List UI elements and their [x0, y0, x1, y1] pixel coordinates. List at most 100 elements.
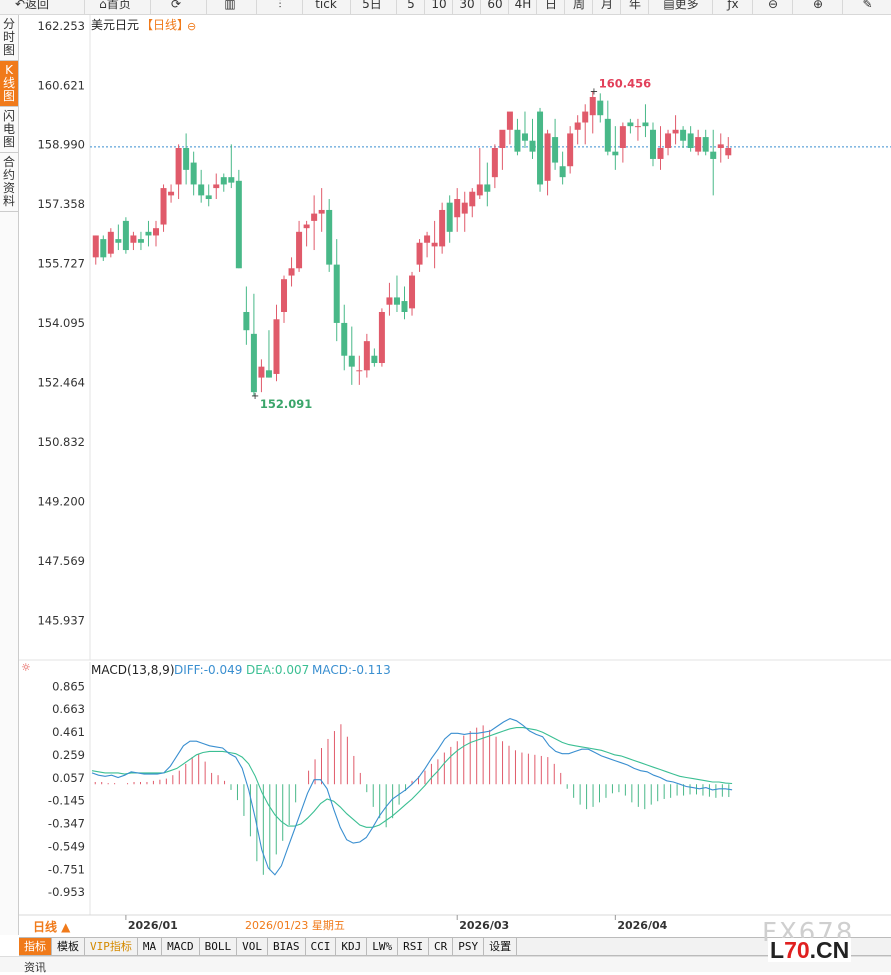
price-tick-label: 149.200 [37, 494, 85, 508]
period-60min[interactable]: 60 [480, 0, 509, 14]
zoom-out-button[interactable]: ⊖ [752, 0, 793, 14]
news-tab[interactable]: 资讯 [24, 961, 46, 974]
candle-body [506, 111, 513, 130]
indicator-tab[interactable]: CR [429, 938, 454, 955]
indicator-tab[interactable]: CCI [306, 938, 337, 955]
candle-body [258, 366, 265, 378]
candle-body [612, 151, 619, 156]
candle-body [183, 148, 190, 170]
more-icon: ▤ [663, 0, 675, 11]
candle-body [115, 239, 122, 243]
period-5min[interactable]: 5 [396, 0, 425, 14]
refresh-button[interactable]: ⟳ [150, 0, 201, 14]
high-marker: + [590, 86, 598, 97]
indicator-tab[interactable]: BOLL [200, 938, 238, 955]
period-tick[interactable]: tick [302, 0, 349, 14]
indicator-tab[interactable]: MACD [162, 938, 200, 955]
fx-icon: ƒx [727, 0, 739, 11]
period-10min[interactable]: 10 [424, 0, 453, 14]
candle-body [469, 191, 476, 207]
candle-body [725, 148, 732, 156]
candle-body [514, 129, 521, 152]
indicator-tab[interactable]: 指标 [19, 938, 52, 955]
home-button[interactable]: ⌂首页 [84, 0, 145, 14]
period-year[interactable]: 年 [620, 0, 649, 14]
indicator-tab[interactable]: VOL [237, 938, 268, 955]
candle-body [567, 133, 574, 167]
indicator-bar: 指标 模板 VIP指标 MA MACD BOLL VOL BIAS CCI KDJ LW% RSI CR… [19, 937, 891, 956]
candle-body [521, 133, 528, 141]
low-marker: + [251, 391, 259, 402]
high-price-label: 160.456 [599, 76, 651, 90]
period-week[interactable]: 周 [564, 0, 593, 14]
home-icon: ⌂ [99, 0, 107, 11]
zoom-in-button[interactable]: ⊕ [792, 0, 843, 14]
price-tick-label: 162.253 [37, 19, 85, 33]
candle-body [296, 231, 303, 269]
candle-body [107, 231, 114, 254]
macd-tick-label: -0.549 [48, 839, 85, 853]
low-price-label: 152.091 [260, 397, 312, 411]
back-button[interactable]: ↶返回 [4, 0, 60, 14]
price-tick-label: 160.621 [37, 78, 85, 92]
price-tick-label: 145.937 [37, 613, 85, 627]
indicator-tab[interactable]: KDJ [336, 938, 368, 955]
candle-body [619, 126, 626, 149]
indicator-tab[interactable]: MA [138, 938, 163, 955]
period-month[interactable]: 月 [592, 0, 621, 14]
tab-timeshare[interactable]: 分时图 [0, 15, 18, 61]
chart-area[interactable]: 162.253 160.621 158.990 157.358 155.727 154.0… [19, 15, 891, 935]
pencil-icon: ✎ [862, 0, 873, 11]
candle-body [281, 279, 288, 312]
price-tick-label: 158.990 [37, 138, 85, 152]
indicator-tab[interactable]: RSI [398, 938, 429, 955]
chart-svg[interactable]: 162.253 160.621 158.990 157.358 155.727 154.0… [19, 15, 891, 935]
candle-type-button[interactable]: ▥ [206, 0, 253, 14]
indicator-tab[interactable]: 模板 [52, 938, 85, 955]
tab-flash[interactable]: 闪电图 [0, 107, 18, 153]
candle-body [680, 129, 687, 141]
candle-body [416, 242, 423, 265]
period-day[interactable]: 日 [536, 0, 565, 14]
candle-body [333, 264, 340, 323]
candle-body [145, 231, 152, 236]
candle-body [92, 235, 99, 258]
more-button[interactable]: ▤更多 [648, 0, 713, 14]
candle-body [205, 195, 212, 200]
candle-body [198, 184, 205, 196]
draw-button[interactable]: ✎ [842, 0, 891, 14]
candle-body [378, 311, 385, 364]
candle-body [476, 184, 483, 196]
formula-button[interactable]: ƒx [712, 0, 753, 14]
candle-body [649, 129, 656, 159]
dea-line [91, 727, 733, 828]
indicator-tab[interactable]: PSY [453, 938, 485, 955]
indicator-tab[interactable]: LW% [367, 938, 399, 955]
candle-style-button[interactable]: ⫶ [256, 0, 303, 14]
price-tick-label: 155.727 [37, 257, 85, 271]
indicator-tab[interactable]: VIP指标 [85, 938, 138, 955]
candle-body [356, 370, 363, 372]
candle-body [235, 180, 242, 269]
x-tick-label: 2026/04 [617, 919, 667, 932]
candle-body [213, 184, 220, 189]
diff-line [91, 718, 733, 876]
indicator-tab[interactable]: 设置 [484, 938, 518, 955]
candle-body [220, 177, 227, 185]
x-tick-label: 2026/01 [128, 919, 178, 932]
price-tick-label: 150.832 [37, 435, 85, 449]
period-30min[interactable]: 30 [452, 0, 481, 14]
candle-body [130, 235, 137, 243]
zoom-in-icon: ⊕ [812, 0, 824, 11]
period-4h[interactable]: 4H [508, 0, 537, 14]
candle-body [657, 148, 664, 159]
tab-contract-info[interactable]: 合约资料 [0, 153, 18, 212]
period-5day[interactable]: 5日 [350, 0, 393, 14]
candle-body [589, 96, 596, 116]
candle-body [424, 235, 431, 243]
candle-body [265, 370, 272, 378]
candle-body [386, 297, 393, 305]
indicator-tab[interactable]: BIAS [268, 938, 306, 955]
cursor-date-label: 2026/01/23 星期五 [245, 919, 345, 932]
tab-kline[interactable]: K线图 [0, 61, 18, 107]
